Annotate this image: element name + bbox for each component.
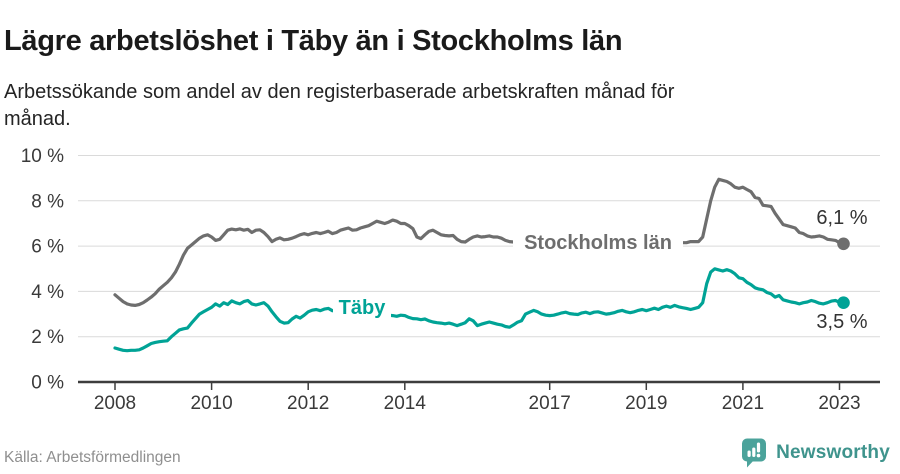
y-axis-tick-label: 10 %: [21, 146, 64, 167]
series-label-stockholms-lan: Stockholms län: [513, 231, 683, 255]
logo-bubble: [742, 438, 767, 468]
series-line-t-by: [113, 267, 846, 353]
x-axis-tick-label: 2014: [384, 393, 427, 414]
end-value-label-stockholms-lan: 6,1 %: [816, 207, 868, 229]
source-credit: Källa: Arbetsförmedlingen: [4, 449, 181, 466]
y-axis-tick-label: 0 %: [31, 373, 64, 394]
page-title: Lägre arbetslöshet i Täby än i Stockholm…: [4, 25, 623, 58]
chart-subtitle: Arbetssökande som andel av den registerb…: [4, 81, 675, 130]
series-line-stockholms-l-n: [113, 177, 846, 307]
newsworthy-speech-bubble-bar-chart-icon: [742, 438, 767, 468]
newsworthy-logo: Newsworthy: [740, 437, 890, 468]
x-axis-tick-label: 2012: [287, 393, 329, 414]
x-axis-tick-label: 2023: [818, 393, 860, 414]
series-label-taby: Täby: [333, 296, 391, 320]
y-axis-tick-label: 8 %: [31, 191, 64, 212]
x-axis-tick-label: 2019: [625, 393, 667, 414]
x-axis-tick-label: 2017: [529, 393, 571, 414]
newsworthy-wordmark: Newsworthy: [776, 441, 890, 463]
series-end-dot-t-by: [837, 296, 850, 310]
x-axis-tick-label: 2008: [94, 393, 136, 414]
series-end-dot-stockholms-l-n: [837, 237, 850, 251]
x-axis-tick-label: 2021: [722, 393, 764, 414]
x-axis-tick-label: 2010: [190, 393, 232, 414]
y-axis-tick-label: 4 %: [31, 282, 64, 303]
y-axis-tick-label: 2 %: [31, 327, 64, 348]
y-axis-tick-label: 6 %: [31, 237, 64, 258]
end-value-label-taby: 3,5 %: [816, 311, 868, 333]
